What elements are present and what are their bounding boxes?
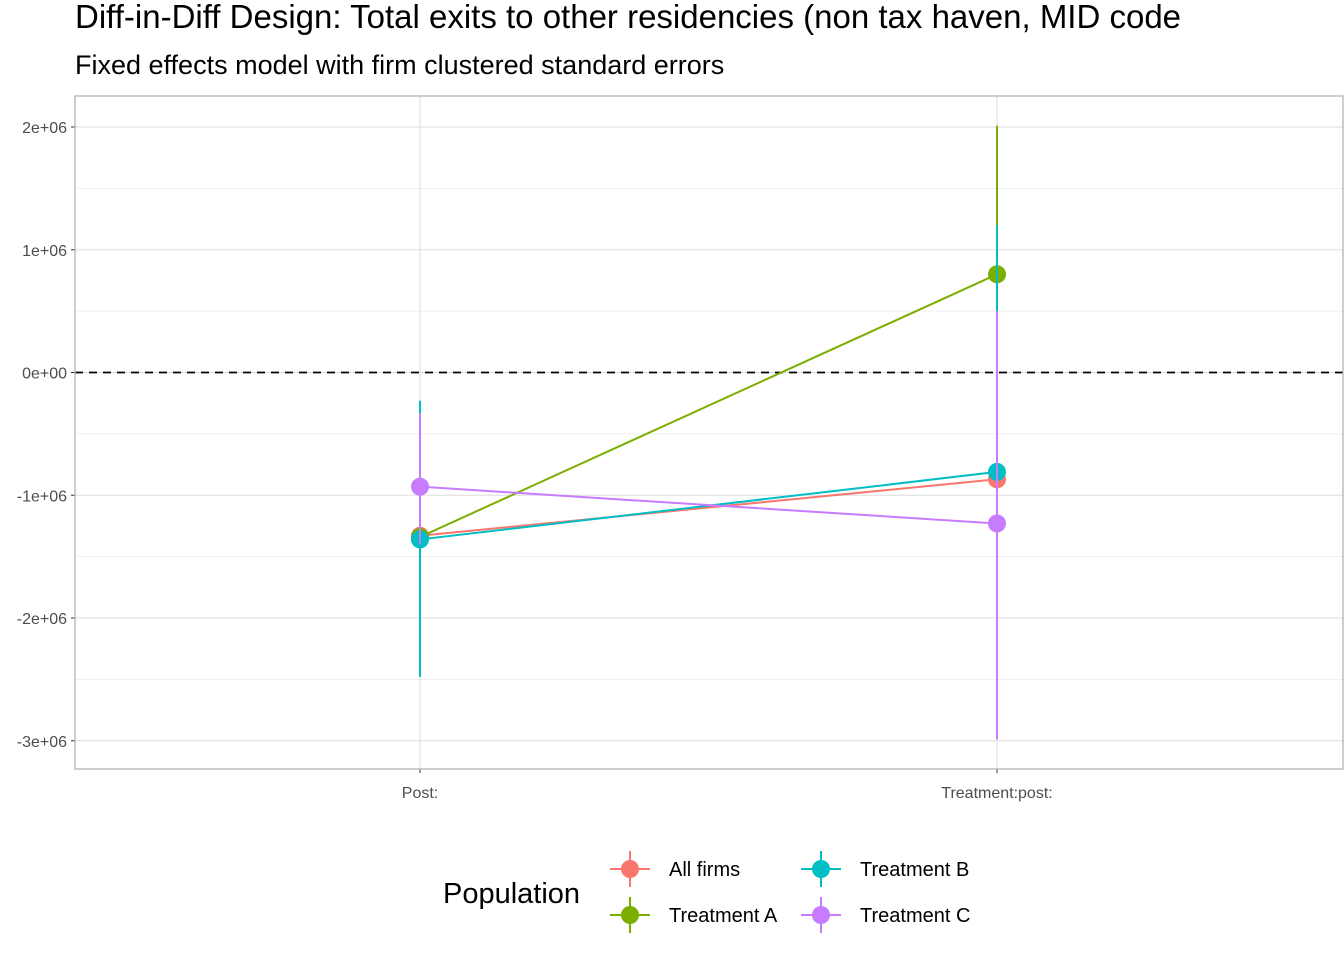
legend-label: Treatment C <box>860 905 970 927</box>
legend: Population All firms Treatment A Treatment… <box>443 851 970 933</box>
y-tick-label: 1e+06 <box>22 243 67 260</box>
legend-title: Population <box>443 878 580 910</box>
legend-key-point <box>812 906 830 924</box>
legend-key-point <box>812 860 830 878</box>
legend-item: Treatment A <box>610 897 778 933</box>
legend-label: Treatment B <box>860 859 969 881</box>
y-tick-label: 2e+06 <box>22 120 67 137</box>
chart-subtitle: Fixed effects model with firm clustered … <box>75 50 724 80</box>
series-treatment-c <box>411 311 1006 740</box>
data-point <box>988 514 1006 533</box>
legend-item: Treatment B <box>801 851 969 887</box>
x-tick-label: Treatment:post: <box>941 785 1052 802</box>
plot-border <box>74 95 1344 770</box>
legend-item: Treatment C <box>801 897 970 933</box>
legend-item: All firms <box>610 851 740 887</box>
legend-key-point <box>621 906 639 924</box>
series-line <box>419 485 998 525</box>
legend-key-point <box>621 860 639 878</box>
data-point <box>411 477 429 496</box>
legend-label: All firms <box>669 859 740 881</box>
plot-background <box>75 96 1343 769</box>
chart-title: Diff-in-Diff Design: Total exits to othe… <box>75 0 1181 35</box>
y-tick-label: -3e+06 <box>17 734 67 751</box>
y-tick-label: -1e+06 <box>17 488 67 505</box>
plot-area: 2e+06 1e+06 0e+00 -1e+06 -2e+06 -3e+06 Post: Tr… <box>17 95 1344 802</box>
y-tick-label: -2e+06 <box>17 611 67 628</box>
legend-label: Treatment A <box>669 905 778 927</box>
y-tick-label: 0e+00 <box>22 366 67 383</box>
series-line <box>419 478 998 537</box>
x-tick-label: Post: <box>402 785 438 802</box>
